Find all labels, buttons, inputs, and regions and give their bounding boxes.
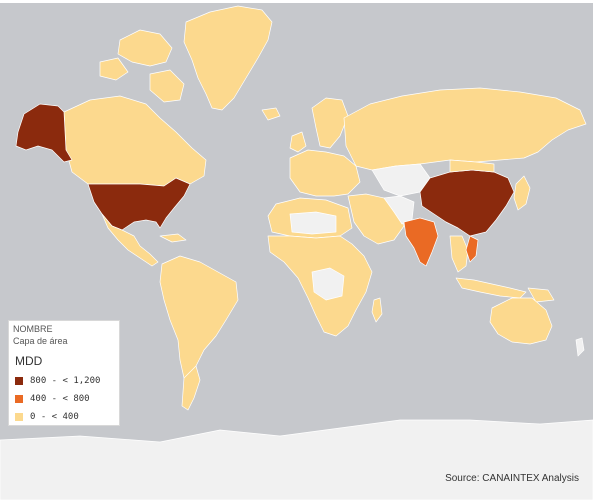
legend-field-name: NOMBRE <box>13 324 53 334</box>
region-canada[interactable] <box>63 95 207 187</box>
region-scandinavia[interactable] <box>311 97 349 149</box>
top-border <box>0 0 593 3</box>
legend-swatch-high <box>15 377 23 385</box>
legend-measure: MDD <box>15 354 43 368</box>
region-indonesia[interactable] <box>455 277 527 299</box>
region-madagascar[interactable] <box>371 297 383 323</box>
map-legend: NOMBRE Capa de área MDD 800 - < 1,200 40… <box>8 320 120 426</box>
region-central-africa-nodata <box>311 267 345 301</box>
region-png[interactable] <box>527 287 555 303</box>
region-vietnam[interactable] <box>465 235 479 263</box>
source-attribution: Source: CANAINTEX Analysis <box>445 473 579 484</box>
legend-layer-name: Capa de área <box>13 336 68 346</box>
region-australia[interactable] <box>489 297 553 345</box>
region-uk[interactable] <box>289 131 307 153</box>
legend-label-high: 800 - < 1,200 <box>30 376 101 386</box>
region-mexico[interactable] <box>101 213 159 267</box>
region-cuba[interactable] <box>159 233 187 243</box>
region-south-america[interactable] <box>159 255 239 383</box>
legend-item-mid[interactable]: 400 - < 800 <box>15 393 90 405</box>
region-japan[interactable] <box>513 175 531 211</box>
legend-item-high[interactable]: 800 - < 1,200 <box>15 375 100 387</box>
legend-label-low: 0 - < 400 <box>30 412 79 422</box>
region-europe[interactable] <box>289 149 361 197</box>
legend-swatch-mid <box>15 395 23 403</box>
region-canada-islands-2[interactable] <box>99 57 129 81</box>
legend-swatch-low <box>15 413 23 421</box>
legend-item-low[interactable]: 0 - < 400 <box>15 411 79 423</box>
region-antarctica <box>0 419 593 500</box>
region-greenland[interactable] <box>183 5 273 111</box>
region-new-zealand[interactable] <box>575 337 585 357</box>
region-baffin[interactable] <box>149 69 185 103</box>
region-se-asia[interactable] <box>449 235 469 273</box>
region-argentina[interactable] <box>181 365 201 411</box>
region-canada-islands[interactable] <box>117 29 173 67</box>
region-sahara-nodata <box>289 211 337 235</box>
region-iceland[interactable] <box>261 107 281 121</box>
legend-label-mid: 400 - < 800 <box>30 394 90 404</box>
region-india[interactable] <box>403 217 439 267</box>
region-mongolia[interactable] <box>449 159 495 173</box>
region-alaska[interactable] <box>15 103 73 163</box>
